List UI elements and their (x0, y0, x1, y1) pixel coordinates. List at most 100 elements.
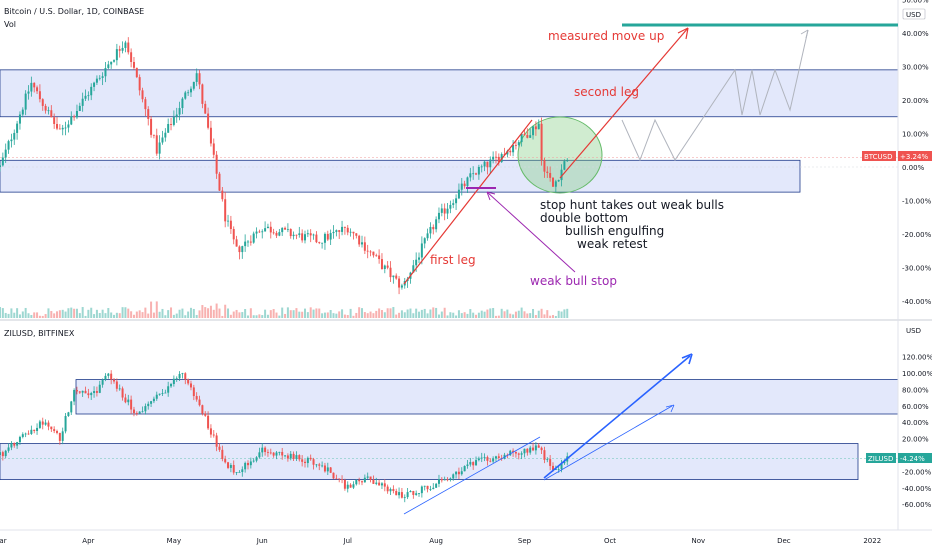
volume-bar (30, 315, 33, 318)
zil-candle (418, 493, 421, 494)
zil-candle (101, 379, 104, 385)
volume-bar (352, 315, 355, 318)
zil-candle (557, 469, 560, 470)
btc-candle (426, 233, 429, 239)
btc-candle (141, 90, 144, 100)
volume-bar (321, 313, 324, 318)
btc-candle (215, 154, 218, 174)
volume-bar (463, 312, 466, 318)
zil-candle (13, 443, 16, 446)
volume-bar (246, 315, 249, 318)
volume-bar (141, 312, 144, 318)
btc-symbol-label[interactable]: Bitcoin / U.S. Dollar, 1D, COINBASE (4, 7, 145, 16)
zil-change-text: -4.24% (900, 455, 925, 463)
zil-y-tick-label: 80.00% (902, 386, 929, 394)
volume-bar (469, 309, 472, 318)
volume-bar (403, 312, 406, 318)
volume-bar (27, 313, 30, 318)
btc-candle (349, 231, 352, 233)
first-leg-line (403, 119, 533, 285)
zil-candle (58, 432, 61, 441)
volume-bar (261, 315, 264, 318)
zil-candle (426, 485, 429, 490)
btc-candle (304, 234, 306, 241)
btc-candle (375, 255, 378, 257)
btc-candle (398, 278, 401, 288)
volume-bar (483, 311, 486, 318)
btc-candle (298, 233, 301, 235)
btc-candle (429, 226, 432, 234)
volume-bar (557, 310, 560, 318)
zil-candle (400, 492, 403, 498)
btc-candle (7, 141, 10, 150)
btc-candle (483, 161, 486, 167)
zil-candle (4, 450, 7, 457)
btc-candle (475, 173, 478, 175)
volume-bar (489, 308, 492, 318)
btc-candle (172, 116, 175, 125)
btc-candle (315, 234, 318, 243)
btc-candle (306, 233, 309, 235)
zil-candle (429, 489, 432, 490)
btc-candle (10, 139, 13, 142)
btc-candle (164, 132, 167, 138)
zil-candle (118, 388, 121, 390)
zil-candle (298, 455, 301, 460)
zil-candle (349, 484, 352, 488)
volume-label[interactable]: Vol (4, 20, 16, 29)
first-leg-label: first leg (430, 253, 476, 267)
zil-candle (335, 478, 338, 480)
zil-candle (432, 487, 435, 490)
volume-bar (118, 313, 121, 318)
btc-candle (221, 190, 224, 200)
zil-ticker-badge (866, 453, 896, 463)
zil-y-tick-label: 20.00% (902, 436, 929, 444)
zil-candle (198, 399, 201, 406)
btc-candle (380, 259, 383, 270)
volume-bar (135, 311, 138, 318)
second-leg-arrow (559, 27, 689, 179)
zil-candle (389, 488, 392, 492)
btc-candle (309, 233, 312, 236)
volume-bar (475, 314, 478, 318)
volume-bar (107, 308, 110, 318)
btc-candle (107, 64, 110, 69)
zil-candle (386, 486, 389, 492)
btc-candle (209, 127, 212, 144)
volume-bar (24, 307, 27, 318)
btc-candle (158, 142, 161, 154)
zil-candle (50, 426, 53, 430)
zil-symbol-label[interactable]: ZILUSD, BITFINEX (4, 329, 75, 338)
zil-candle (155, 394, 158, 399)
btc-candle (241, 246, 244, 253)
btc-candle (455, 198, 458, 204)
zil-candle (218, 446, 221, 450)
zil-candle (537, 445, 540, 448)
volume-bar (0, 307, 1, 318)
zil-candle (130, 399, 133, 410)
btc-candle (321, 242, 324, 244)
btc-candle (466, 177, 469, 187)
btc-candle (469, 173, 472, 178)
volume-bar (201, 305, 204, 318)
volume-bar (209, 305, 212, 318)
zil-candle (361, 481, 364, 483)
btc-candle (238, 246, 241, 253)
btc-candle (224, 199, 227, 222)
zil-candle (369, 476, 372, 480)
volume-bar (309, 307, 312, 318)
btc-candle (204, 103, 207, 114)
zil-candle (286, 455, 289, 459)
btc-candle (167, 124, 170, 133)
zil-candle (526, 448, 529, 453)
volume-bar (132, 314, 135, 318)
btc-ticker-badge (862, 151, 896, 161)
zil-candle (167, 386, 170, 393)
zil-candle (229, 464, 232, 468)
zil-candle (523, 448, 526, 454)
zil-candle (355, 479, 358, 485)
x-tick-label: Nov (692, 537, 706, 545)
btc-candle (361, 242, 364, 245)
zil-candle (415, 493, 418, 495)
